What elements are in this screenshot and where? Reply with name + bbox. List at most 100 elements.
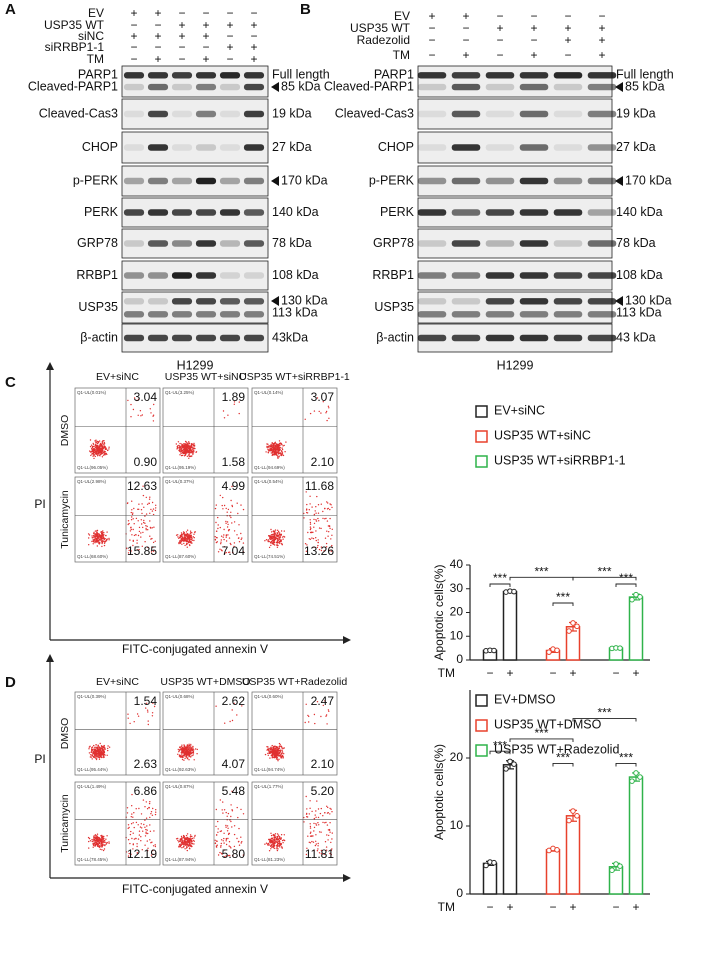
- treatment-sign: +: [202, 52, 209, 66]
- event-dot: [107, 538, 108, 539]
- event-dot: [101, 540, 102, 541]
- event-dot: [277, 845, 278, 846]
- event-dot: [215, 706, 216, 707]
- event-dot: [327, 839, 328, 840]
- quadrant-value: 11.81: [305, 847, 334, 861]
- event-dot: [269, 850, 270, 851]
- protein-label: Cleaved-Cas3: [335, 106, 414, 120]
- event-dot: [270, 752, 271, 753]
- event-dot: [140, 840, 141, 841]
- replicate-dot: [630, 779, 635, 784]
- replicate-dot: [504, 767, 509, 772]
- event-dot: [280, 755, 281, 756]
- event-dot: [93, 539, 94, 540]
- y-tick-label: 30: [450, 581, 464, 595]
- event-dot: [306, 508, 307, 509]
- event-dot: [223, 840, 224, 841]
- cell-line: H1299: [497, 358, 534, 372]
- event-dot: [215, 536, 216, 537]
- event-dot: [185, 845, 186, 846]
- event-dot: [91, 752, 92, 753]
- event-dot: [143, 520, 144, 521]
- event-dot: [276, 747, 277, 748]
- event-dot: [276, 454, 277, 455]
- event-dot: [190, 532, 191, 533]
- event-dot: [315, 510, 316, 511]
- event-dot: [277, 455, 278, 456]
- legend-swatch: [476, 406, 487, 417]
- event-dot: [186, 835, 187, 836]
- event-dot: [272, 747, 273, 748]
- replicate-dot: [555, 848, 560, 853]
- event-dot: [192, 749, 193, 750]
- blot-strip: [418, 166, 612, 196]
- event-dot: [283, 753, 284, 754]
- event-dot: [146, 497, 147, 498]
- event-dot: [94, 752, 95, 753]
- event-dot: [275, 833, 276, 834]
- event-dot: [103, 839, 104, 840]
- event-dot: [315, 845, 316, 846]
- event-dot: [329, 518, 330, 519]
- bar: [567, 816, 580, 894]
- event-dot: [150, 408, 151, 409]
- event-dot: [276, 838, 277, 839]
- event-dot: [190, 744, 191, 745]
- event-dot: [182, 842, 183, 843]
- band: [196, 178, 216, 184]
- event-dot: [234, 834, 235, 835]
- event-dot: [188, 744, 189, 745]
- event-dot: [89, 752, 90, 753]
- event-dot: [136, 518, 137, 519]
- panel-label: A: [5, 1, 16, 18]
- event-dot: [143, 799, 144, 800]
- event-dot: [272, 451, 273, 452]
- band: [172, 209, 192, 215]
- significance-label: ***: [597, 565, 611, 579]
- band: [554, 72, 583, 78]
- replicate-dot: [630, 597, 635, 602]
- event-dot: [220, 495, 221, 496]
- event-dot: [283, 757, 284, 758]
- event-dot: [315, 814, 316, 815]
- event-dot: [226, 508, 227, 509]
- quadrant-value: 2.63: [134, 757, 158, 771]
- band: [124, 272, 144, 278]
- band: [124, 240, 144, 246]
- band: [520, 209, 549, 215]
- event-dot: [101, 533, 102, 534]
- band: [196, 84, 216, 90]
- panel-label: B: [300, 1, 311, 18]
- event-dot: [191, 755, 192, 756]
- event-dot: [307, 836, 308, 837]
- protein-label: PERK: [380, 205, 415, 219]
- event-dot: [279, 440, 280, 441]
- event-dot: [313, 823, 314, 824]
- band: [588, 240, 617, 246]
- event-dot: [281, 447, 282, 448]
- event-dot: [279, 539, 280, 540]
- event-dot: [100, 849, 101, 850]
- event-dot: [283, 455, 284, 456]
- band: [244, 178, 264, 184]
- event-dot: [143, 824, 144, 825]
- bar: [504, 592, 517, 660]
- blot-strip: [418, 99, 612, 129]
- band: [554, 240, 583, 246]
- event-dot: [328, 829, 329, 830]
- event-dot: [93, 449, 94, 450]
- event-dot: [189, 534, 190, 535]
- event-dot: [193, 540, 194, 541]
- event-dot: [277, 538, 278, 539]
- event-dot: [275, 842, 276, 843]
- band: [418, 178, 447, 184]
- band: [124, 144, 144, 150]
- replicate-dot: [571, 809, 576, 814]
- event-dot: [188, 759, 189, 760]
- event-dot: [183, 844, 184, 845]
- event-dot: [101, 839, 102, 840]
- event-dot: [133, 508, 134, 509]
- event-dot: [223, 534, 224, 535]
- event-dot: [128, 523, 129, 524]
- event-dot: [184, 842, 185, 843]
